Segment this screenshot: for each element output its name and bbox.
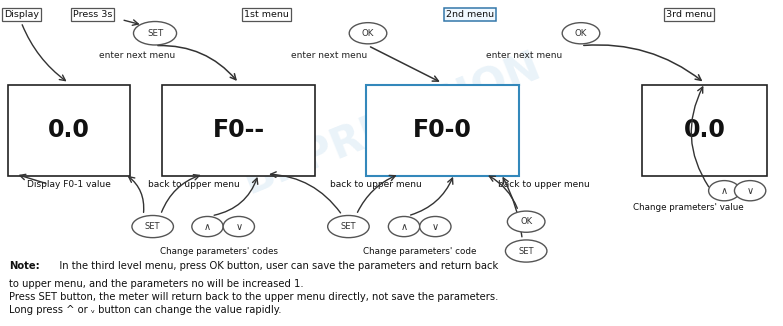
Text: back to upper menu: back to upper menu xyxy=(330,180,422,189)
Text: OK: OK xyxy=(362,29,374,38)
Text: ∨: ∨ xyxy=(431,222,439,231)
Ellipse shape xyxy=(506,240,547,262)
Text: SET: SET xyxy=(145,222,161,231)
Ellipse shape xyxy=(562,22,600,44)
Text: Change parameters' code: Change parameters' code xyxy=(363,246,476,256)
Ellipse shape xyxy=(420,216,451,237)
Text: 3rd menu: 3rd menu xyxy=(666,10,712,19)
Ellipse shape xyxy=(328,215,370,238)
Ellipse shape xyxy=(507,211,545,232)
Text: SET: SET xyxy=(518,246,534,256)
Ellipse shape xyxy=(223,216,254,237)
Text: enter next menu: enter next menu xyxy=(290,51,367,60)
Text: back to upper menu: back to upper menu xyxy=(498,180,590,189)
Ellipse shape xyxy=(388,216,420,237)
Text: ∧: ∧ xyxy=(204,222,211,231)
Text: Press SET button, the meter will return back to the upper menu directly, not sav: Press SET button, the meter will return … xyxy=(9,291,499,302)
Text: BKPRECISION: BKPRECISION xyxy=(236,45,547,203)
Text: Display: Display xyxy=(4,10,38,19)
Text: Display F0-1 value: Display F0-1 value xyxy=(27,180,111,189)
Text: SET: SET xyxy=(147,29,163,38)
Text: 1st menu: 1st menu xyxy=(244,10,289,19)
Text: enter next menu: enter next menu xyxy=(99,51,175,60)
Text: Change parameters' codes: Change parameters' codes xyxy=(161,246,278,256)
Bar xyxy=(8,85,129,176)
Text: OK: OK xyxy=(520,217,532,226)
Ellipse shape xyxy=(132,215,174,238)
Text: F0--: F0-- xyxy=(213,118,265,142)
Text: ∧: ∧ xyxy=(400,222,408,231)
Text: OK: OK xyxy=(575,29,587,38)
Text: Note:: Note: xyxy=(9,260,40,271)
Bar xyxy=(163,85,315,176)
Bar xyxy=(366,85,518,176)
Text: 0.0: 0.0 xyxy=(684,118,726,142)
Text: enter next menu: enter next menu xyxy=(486,51,563,60)
Text: In the third level menu, press OK button, user can save the parameters and retur: In the third level menu, press OK button… xyxy=(50,260,498,271)
Text: ∨: ∨ xyxy=(235,222,243,231)
Ellipse shape xyxy=(734,181,766,201)
Text: to upper menu, and the parameters no will be increased 1.: to upper menu, and the parameters no wil… xyxy=(9,278,304,289)
Ellipse shape xyxy=(349,22,387,44)
Text: 0.0: 0.0 xyxy=(48,118,90,142)
Ellipse shape xyxy=(192,216,223,237)
Text: Press 3s: Press 3s xyxy=(73,10,112,19)
Ellipse shape xyxy=(709,181,740,201)
Text: Long press ^ or ᵥ button can change the value rapidly.: Long press ^ or ᵥ button can change the … xyxy=(9,304,282,315)
Bar xyxy=(642,85,767,176)
Text: ∨: ∨ xyxy=(746,186,754,196)
Text: 2nd menu: 2nd menu xyxy=(446,10,494,19)
Ellipse shape xyxy=(134,22,177,45)
Text: Change prameters' value: Change prameters' value xyxy=(633,202,744,212)
Text: SET: SET xyxy=(341,222,356,231)
Text: back to upper menu: back to upper menu xyxy=(148,180,240,189)
Text: ∧: ∧ xyxy=(720,186,728,196)
Text: F0-0: F0-0 xyxy=(413,118,472,142)
